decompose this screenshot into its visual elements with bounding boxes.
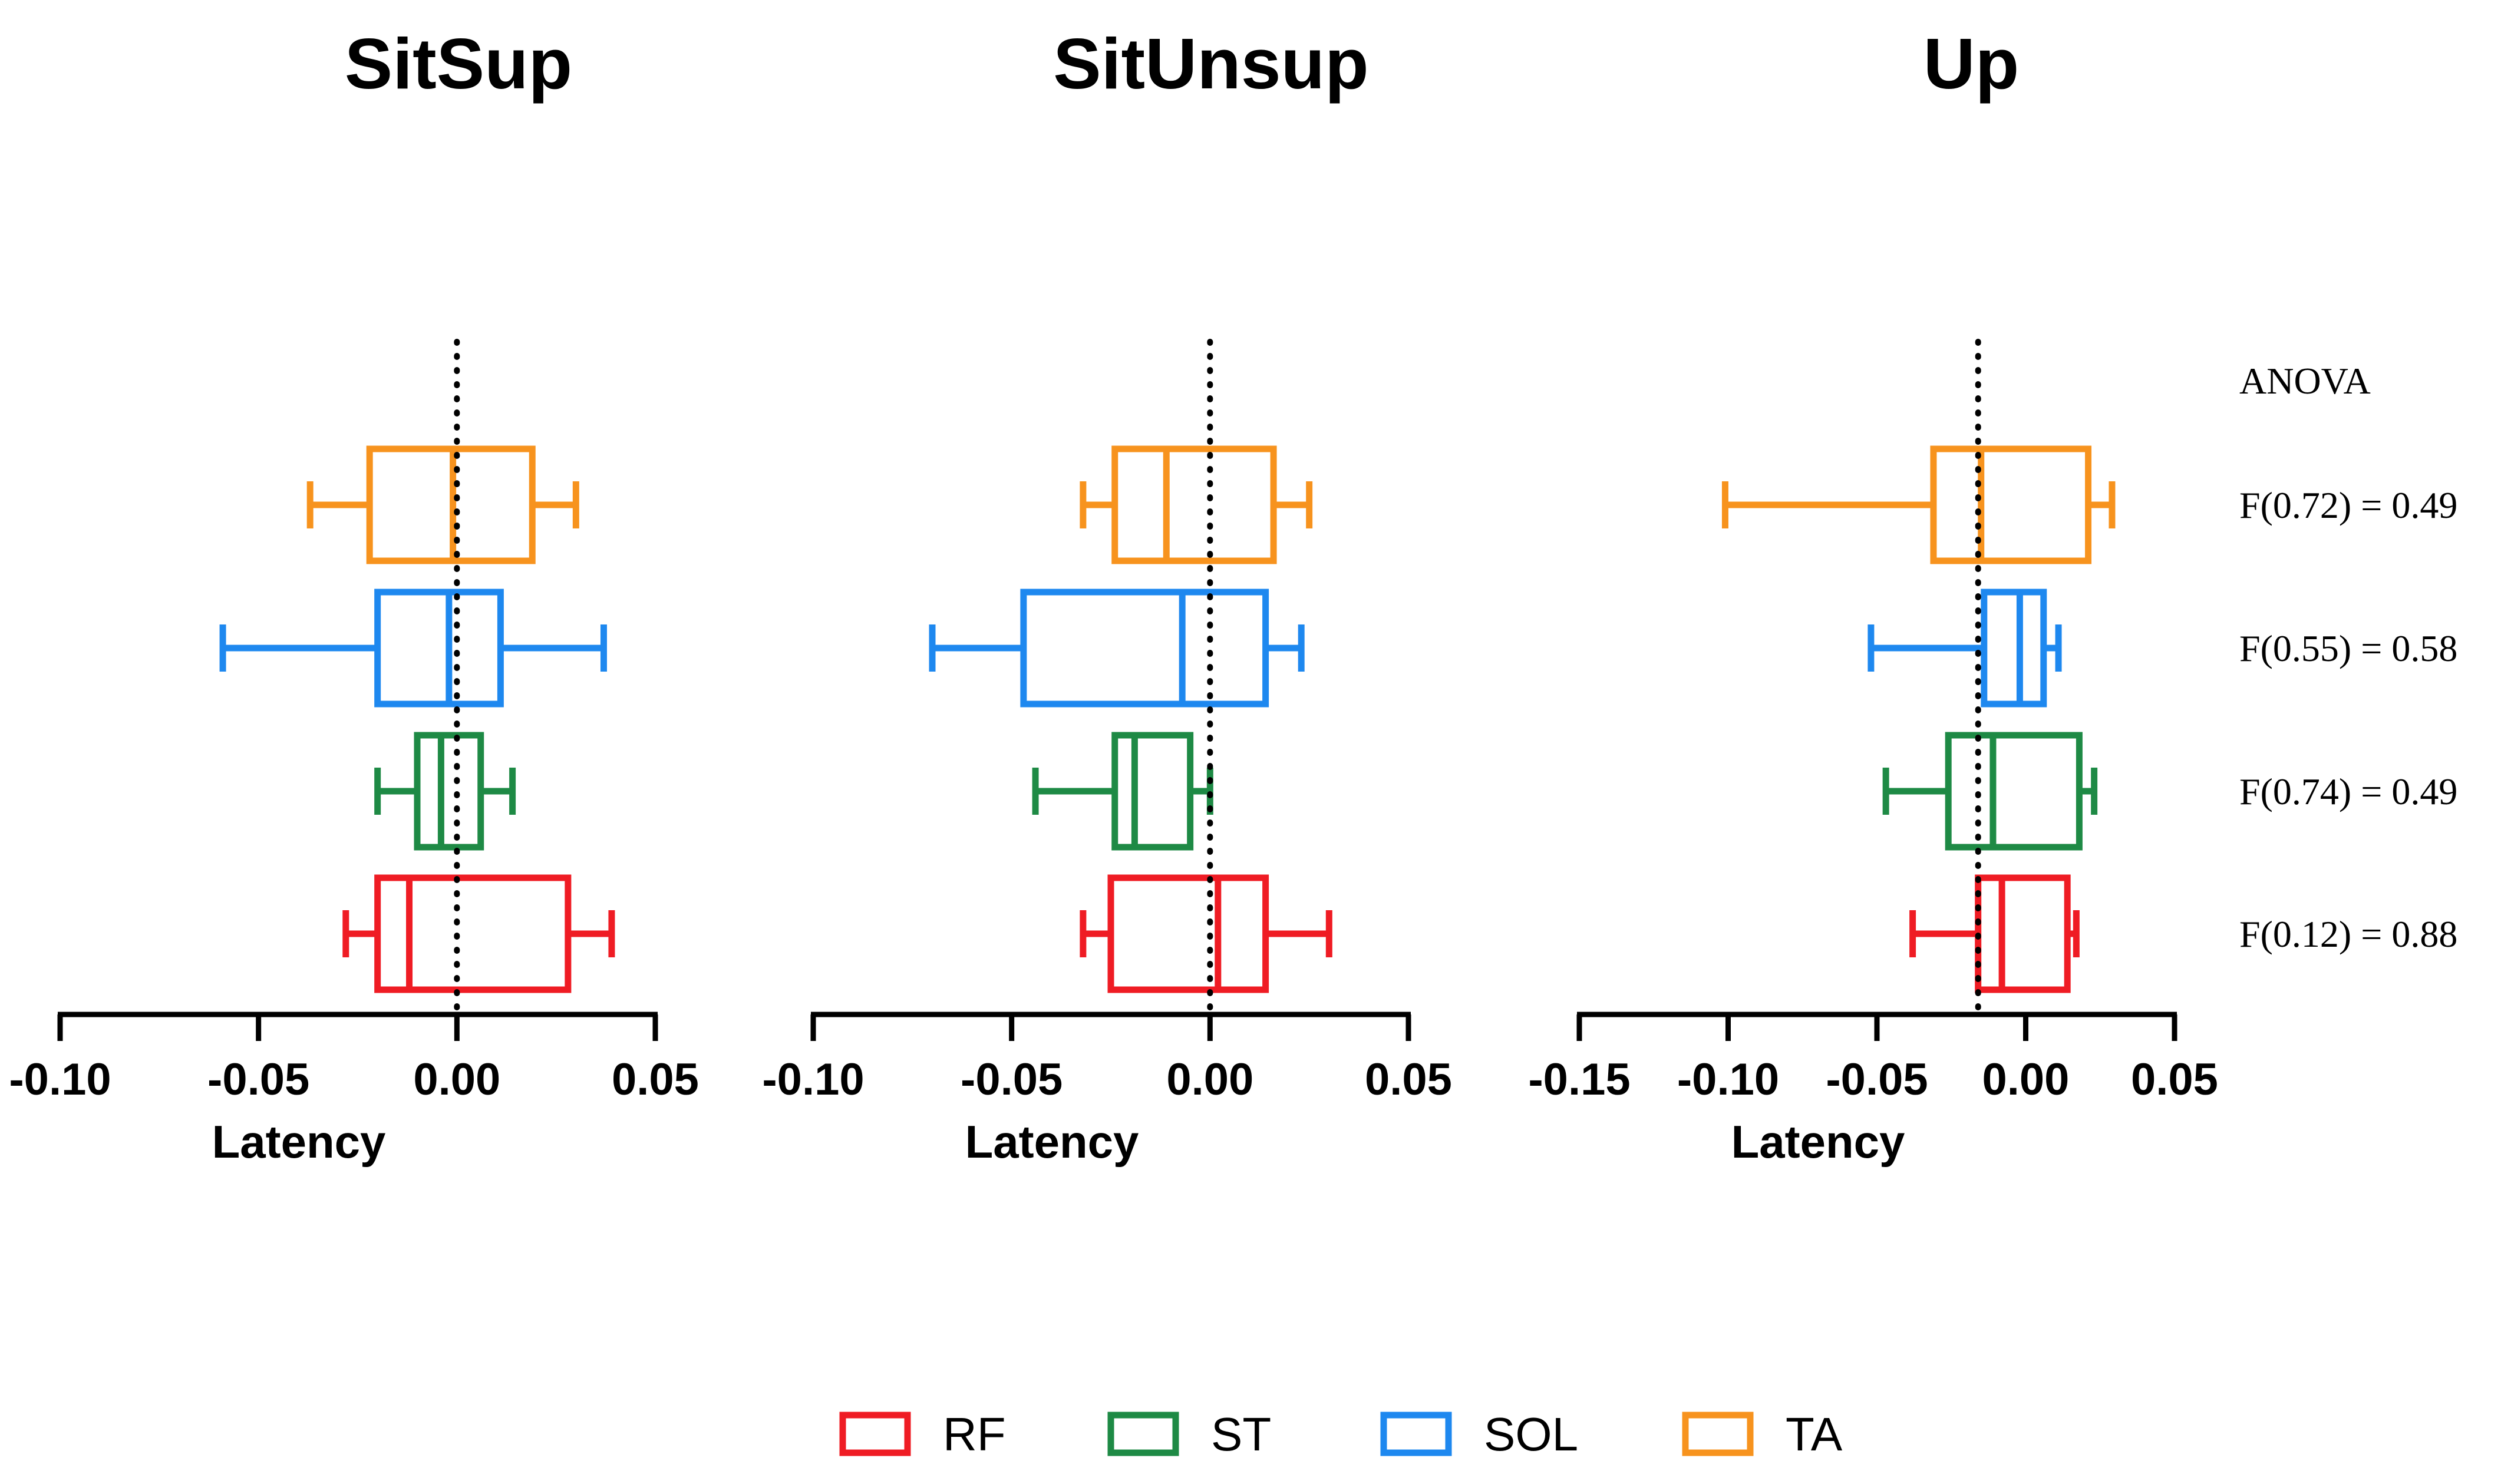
- x-tick-label-sitsup-1: -0.05: [207, 1055, 309, 1105]
- box-up-sol: [1867, 589, 2062, 708]
- panel-situnsup: SitUnsup -0.10 -0.05 0.00 0.05 Latency: [762, 24, 1452, 1168]
- legend-item-st: ST: [1107, 1408, 1271, 1460]
- anova-stat-sol: F(0.55) = 0.58: [2239, 627, 2457, 669]
- panel-title-up: Up: [1923, 24, 2020, 104]
- x-tick-label-situnsup-2: 0.00: [1166, 1055, 1253, 1105]
- x-axis-label-sitsup: Latency: [212, 1116, 386, 1168]
- panel-title-situnsup: SitUnsup: [1053, 24, 1368, 104]
- x-tick-label-up-2: -0.05: [1826, 1055, 1928, 1105]
- panel-sitsup: SitSup -0.10 -0.05 0.00 0.05 Latency: [9, 24, 699, 1168]
- x-tick-label-up-4: 0.05: [2131, 1055, 2218, 1105]
- anova-header: ANOVA: [2239, 360, 2371, 402]
- anova-annotations: ANOVA F(0.72) = 0.49 F(0.55) = 0.58 F(0.74)…: [2239, 360, 2457, 955]
- panel-title-sitsup: SitSup: [345, 24, 572, 104]
- x-tick-label-sitsup-0: -0.10: [9, 1055, 111, 1105]
- legend-swatch-ta: [1682, 1412, 1754, 1456]
- legend-swatch-st: [1107, 1412, 1179, 1456]
- panel-up: Up -0.15 -0.10 -0.05 0.00 0.05 Latency: [1528, 24, 2218, 1168]
- box-sitsup-ta: [306, 445, 579, 564]
- iqr-box-rf: [374, 874, 572, 993]
- box-situnsup-sol: [929, 589, 1305, 708]
- iqr-box-sol: [374, 589, 504, 708]
- anova-stat-ta: F(0.72) = 0.49: [2239, 484, 2457, 526]
- box-sitsup-rf: [342, 874, 615, 993]
- legend-swatch-sol: [1380, 1412, 1452, 1456]
- iqr-box-rf: [1107, 874, 1269, 993]
- legend-item-rf: RF: [839, 1408, 1006, 1460]
- legend-label-rf: RF: [943, 1408, 1006, 1460]
- x-axis-label-situnsup: Latency: [965, 1116, 1139, 1168]
- iqr-box-st: [1945, 732, 2083, 851]
- x-tick-label-up-1: -0.10: [1677, 1055, 1779, 1105]
- legend: RF ST SOL TA: [839, 1408, 1843, 1460]
- anova-stat-rf: F(0.12) = 0.88: [2239, 913, 2457, 955]
- iqr-box-sol: [1981, 589, 2047, 708]
- iqr-box-sol: [1020, 589, 1269, 708]
- box-sitsup-sol: [219, 589, 607, 708]
- legend-swatch-rf: [839, 1412, 911, 1456]
- legend-item-ta: TA: [1682, 1408, 1843, 1460]
- iqr-box-st: [1111, 732, 1194, 851]
- legend-label-sol: SOL: [1484, 1408, 1578, 1460]
- x-tick-label-situnsup-0: -0.10: [762, 1055, 864, 1105]
- x-tick-label-situnsup-3: 0.05: [1365, 1055, 1452, 1105]
- box-up-ta: [1721, 445, 2116, 564]
- x-tick-label-sitsup-2: 0.00: [413, 1055, 500, 1105]
- anova-stat-st: F(0.74) = 0.49: [2239, 771, 2457, 812]
- legend-label-ta: TA: [1786, 1408, 1843, 1460]
- x-tick-label-sitsup-3: 0.05: [612, 1055, 699, 1105]
- box-situnsup-st: [1032, 732, 1213, 851]
- box-up-rf: [1909, 874, 2080, 993]
- box-situnsup-rf: [1080, 874, 1332, 993]
- x-tick-label-up-3: 0.00: [1982, 1055, 2070, 1105]
- box-sitsup-st: [374, 732, 516, 851]
- legend-item-sol: SOL: [1380, 1408, 1578, 1460]
- x-tick-label-situnsup-1: -0.05: [961, 1055, 1063, 1105]
- iqr-box-rf: [1975, 874, 2071, 993]
- legend-label-st: ST: [1211, 1408, 1271, 1460]
- iqr-box-ta: [1111, 445, 1277, 564]
- box-up-st: [1882, 732, 2098, 851]
- iqr-box-ta: [1930, 445, 2092, 564]
- x-axis-label-up: Latency: [1731, 1116, 1905, 1168]
- iqr-box-st: [414, 732, 484, 851]
- box-situnsup-ta: [1080, 445, 1313, 564]
- x-tick-label-up-0: -0.15: [1528, 1055, 1630, 1105]
